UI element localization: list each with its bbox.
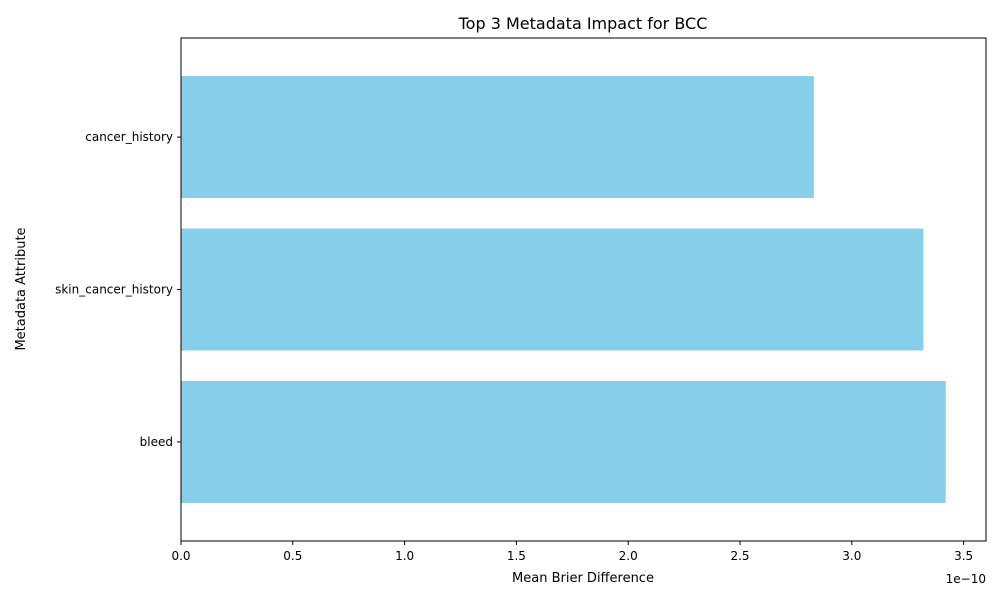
y-tick-label: bleed [140, 435, 173, 449]
bar-skin_cancer_history [181, 228, 924, 351]
chart-title: Top 3 Metadata Impact for BCC [458, 14, 708, 33]
x-axis-ticks: 0.0 0.5 1.0 1.5 2.0 2.5 3.0 3.5 [171, 541, 973, 563]
x-axis-offset-text: 1e−10 [946, 572, 986, 586]
x-tick-label: 3.0 [842, 549, 861, 563]
y-axis-ticks: bleed skin_cancer_history cancer_history [55, 130, 181, 449]
x-tick-label: 2.0 [619, 549, 638, 563]
x-axis-label: Mean Brier Difference [512, 571, 654, 586]
bar-cancer_history [181, 76, 814, 199]
bar-bleed [181, 380, 946, 503]
bars-group [181, 76, 946, 503]
x-tick-label: 2.5 [730, 549, 749, 563]
y-tick-label: skin_cancer_history [55, 283, 173, 297]
y-axis-label: Metadata Attribute [14, 227, 29, 350]
x-tick-label: 1.5 [507, 549, 526, 563]
y-tick-label: cancer_history [85, 130, 173, 144]
x-tick-label: 3.5 [954, 549, 973, 563]
x-tick-label: 1.0 [395, 549, 414, 563]
x-tick-label: 0.5 [283, 549, 302, 563]
x-tick-label: 0.0 [171, 549, 190, 563]
